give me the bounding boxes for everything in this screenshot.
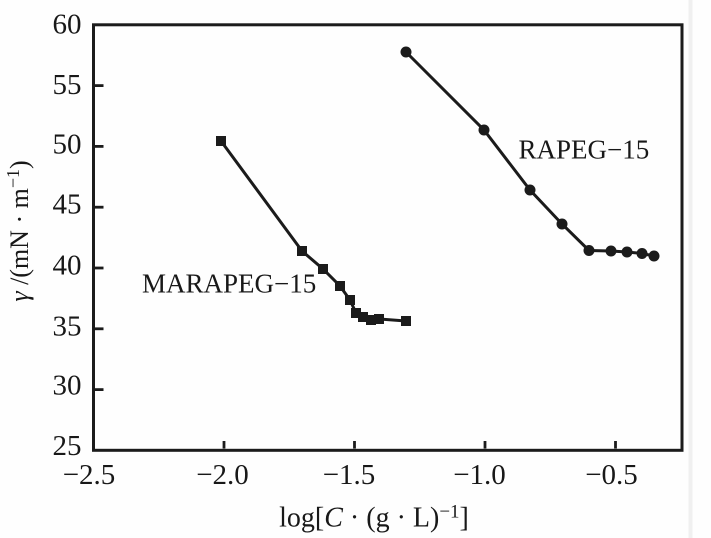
svg-text:60: 60 [53,8,82,40]
svg-text:MARAPEG−15: MARAPEG−15 [142,269,316,299]
svg-text:30: 30 [53,369,82,401]
svg-text:−1.5: −1.5 [323,459,376,491]
svg-text:55: 55 [53,69,82,101]
svg-text:γ /(mN · m−1): γ /(mN · m−1) [3,160,34,301]
svg-text:45: 45 [53,188,82,220]
svg-text:50: 50 [53,128,82,160]
svg-text:−1.0: −1.0 [453,459,506,491]
svg-text:35: 35 [53,311,82,343]
svg-text:RAPEG−15: RAPEG−15 [519,135,650,165]
svg-text:−0.5: −0.5 [585,459,638,491]
svg-text:25: 25 [53,430,82,462]
svg-text:40: 40 [53,250,82,282]
svg-text:−2.5: −2.5 [63,459,116,491]
svg-text:−2.0: −2.0 [196,459,249,491]
svg-text:log[C · (g · L)−1]: log[C · (g · L)−1] [279,502,469,534]
